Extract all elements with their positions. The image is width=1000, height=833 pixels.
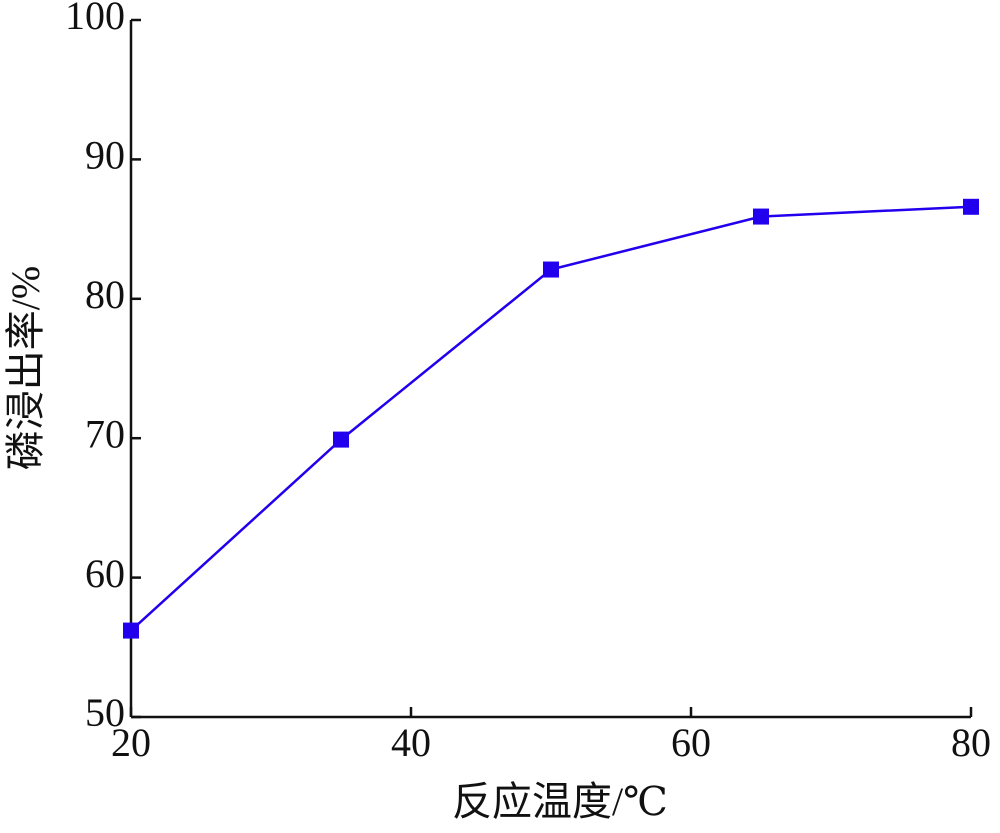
y-axis-label: 磷浸出率/% [3, 266, 48, 470]
marker [963, 198, 979, 215]
marker [543, 261, 559, 278]
x-tick-label: 40 [391, 720, 431, 765]
marker [123, 622, 139, 639]
y-tick-label: 70 [85, 411, 125, 456]
y-tick-label: 100 [65, 0, 125, 38]
y-tick-label: 60 [85, 551, 125, 596]
x-axis-label: 反应温度/℃ [452, 779, 668, 824]
marker [333, 431, 349, 448]
marker [753, 208, 769, 225]
y-tick-label: 90 [85, 133, 125, 178]
x-tick-label: 60 [671, 720, 711, 765]
x-tick-label: 80 [951, 720, 991, 765]
y-tick-label: 80 [85, 272, 125, 317]
x-tick-label: 20 [111, 720, 151, 765]
y-tick-label: 50 [85, 690, 125, 735]
